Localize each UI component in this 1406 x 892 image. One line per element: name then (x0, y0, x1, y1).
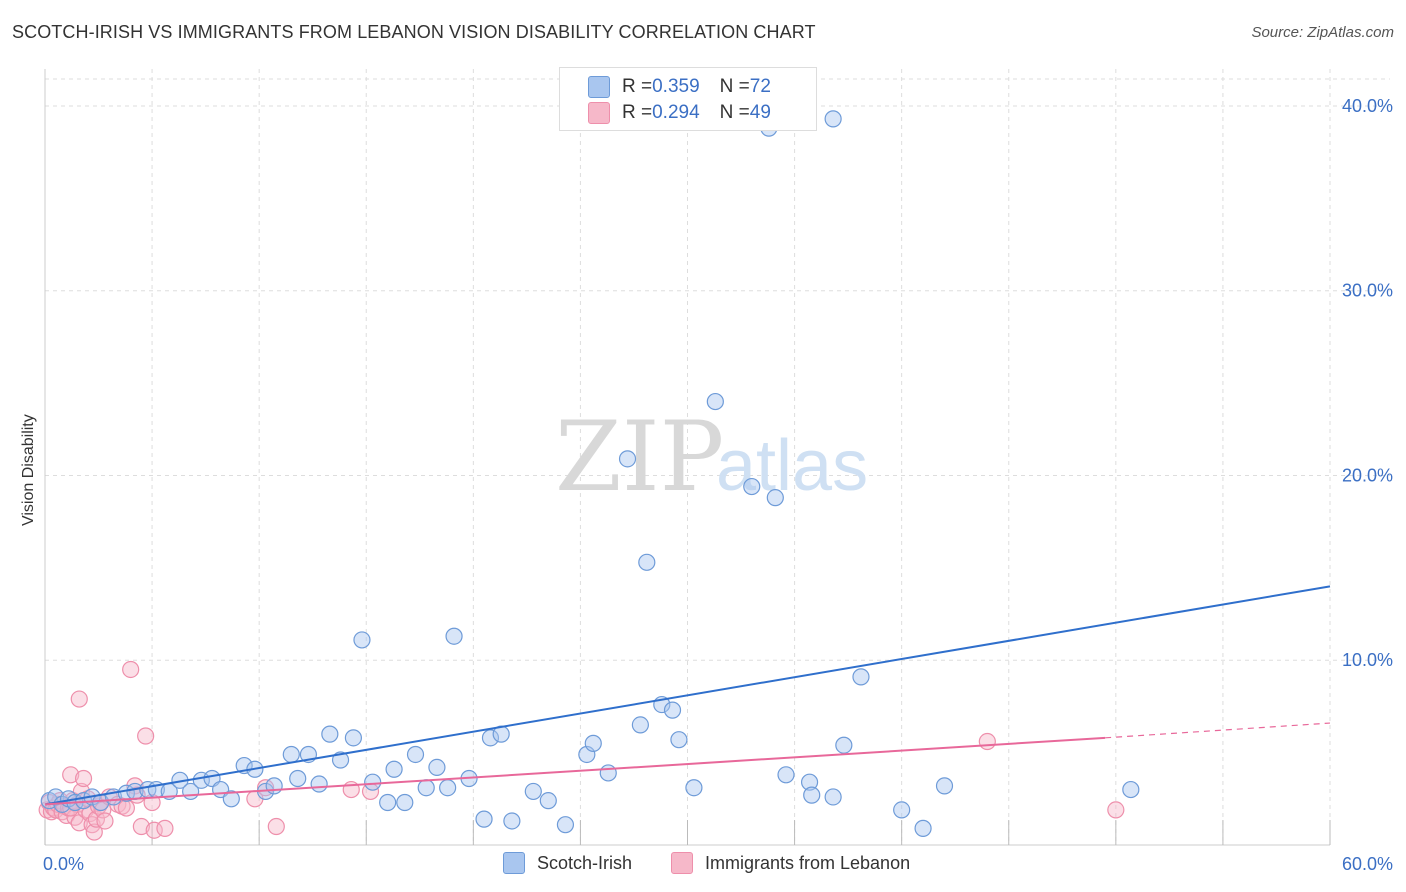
scotch-irish-point (353, 631, 371, 649)
bottom-legend-swatch-blue (503, 852, 525, 874)
watermark-zip: ZIP (555, 401, 724, 513)
y-axis-title: Vision Disability (20, 414, 37, 526)
scotch-irish-point (584, 734, 602, 752)
scotch-irish-point (852, 668, 870, 686)
lebanon-point (1107, 801, 1125, 819)
scotch-irish-point (824, 788, 842, 806)
scotch-irish-point (289, 769, 307, 788)
scotch-irish-point (445, 627, 463, 645)
lebanon-point (145, 821, 163, 839)
legend-n-label: N = (719, 102, 750, 123)
lebanon-trendline (44, 736, 1106, 806)
y-tick-label: 40.0% (1342, 96, 1393, 116)
scotch-irish-point (777, 766, 795, 784)
scotch-irish-point (364, 773, 382, 791)
scotch-irish-point (321, 725, 339, 743)
lebanon-point (85, 823, 103, 841)
scotch-irish-point (344, 729, 362, 747)
legend-r-label: R = (622, 102, 653, 123)
scotch-irish-point (618, 450, 637, 468)
bottom-legend-label: Immigrants from Lebanon (705, 852, 911, 873)
scotch-irish-point (439, 779, 457, 797)
lebanon-point (122, 660, 140, 679)
scotch-irish-point (539, 792, 557, 810)
y-tick-label: 30.0% (1342, 281, 1393, 301)
lebanon-point (267, 817, 285, 836)
lebanon-point (137, 727, 155, 745)
scotch-irish-point (310, 775, 328, 793)
scotch-irish-point (835, 736, 853, 754)
scotch-irish-point (282, 745, 300, 764)
lebanon-point (117, 799, 135, 817)
scotch-irish-point (800, 773, 819, 791)
bottom-legend-lebanon: Immigrants from Lebanon (671, 852, 910, 874)
scotch-irish-point (475, 810, 493, 828)
scotch-irish-point (379, 793, 397, 812)
scotch-irish-point (893, 801, 911, 819)
scotch-irish-point (524, 782, 542, 801)
legend-r-value: 0.294 (652, 102, 700, 123)
scotch-irish-point (670, 731, 688, 749)
scotch-irish-point (222, 790, 240, 808)
scotch-irish-point (428, 758, 446, 777)
bottom-legend-swatch-pink (671, 852, 693, 874)
scotch-irish-point (481, 729, 500, 747)
axis-layer: 10.0% 20.0% 30.0% 40.0% 0.0% 60.0% (43, 69, 1393, 874)
scotch-irish-point (385, 760, 403, 778)
legend: R = 0.359 N = 72 R = 0.294 N = 49 (559, 67, 817, 131)
scotch-irish-point (331, 751, 350, 769)
scotch-irish-trendline (44, 585, 1331, 806)
legend-swatch-pink (588, 102, 610, 124)
scotch-irish-point (556, 816, 575, 834)
lebanon-point (62, 766, 80, 784)
scotch-irish-point (406, 745, 425, 764)
trend-layer (44, 585, 1331, 806)
scotch-irish-point (599, 764, 617, 782)
scotch-irish-point (396, 793, 414, 812)
legend-n-label: N = (719, 76, 750, 97)
legend-r-value: 0.359 (652, 76, 700, 97)
legend-r-label: R = (622, 76, 653, 97)
bottom-legend-scotch-irish: Scotch-Irish (503, 852, 632, 874)
lebanon-point (70, 690, 88, 708)
scotch-irish-point (631, 716, 649, 734)
lebanon-point (978, 732, 996, 751)
lebanon-point (96, 812, 114, 830)
chart-title: SCOTCH-IRISH VS IMMIGRANTS FROM LEBANON … (12, 22, 816, 42)
bottom-legend: Scotch-Irish Immigrants from Lebanon (0, 852, 1406, 876)
scotch-irish-point (706, 392, 724, 411)
scotch-irish-point (824, 110, 842, 128)
scotch-irish-point (265, 777, 283, 795)
scotch-irish-point (685, 779, 703, 797)
scotch-irish-point (935, 777, 954, 795)
lebanon-point (156, 819, 174, 837)
legend-n-value: 72 (749, 76, 771, 97)
watermark: ZIP atlas (555, 401, 868, 513)
x-tick-label-min: 0.0% (43, 854, 84, 874)
y-tick-label: 10.0% (1342, 650, 1393, 670)
legend-row-scotch-irish: R = 0.359 N = 72 (588, 74, 771, 100)
scotch-irish-point (663, 701, 682, 719)
y-tick-label: 20.0% (1342, 465, 1393, 485)
legend-n-value: 49 (749, 102, 771, 123)
source-label: Source: ZipAtlas.com (1251, 24, 1394, 41)
scotch-irish-point (743, 477, 761, 496)
scotch-irish-point (638, 553, 656, 571)
bottom-legend-label: Scotch-Irish (537, 852, 633, 873)
legend-row-lebanon: R = 0.294 N = 49 (588, 100, 771, 126)
legend-swatch-blue (588, 76, 610, 98)
scotch-irish-point (503, 812, 521, 830)
x-tick-label-max: 60.0% (1342, 854, 1393, 874)
scotch-irish-point (1122, 780, 1140, 799)
watermark-atlas: atlas (716, 426, 868, 506)
lebanon-point (132, 817, 150, 836)
scotch-irish-point (417, 779, 435, 797)
scotch-irish-point (914, 819, 932, 837)
scotch-irish-point (766, 489, 784, 507)
lebanon-point (74, 769, 93, 788)
lebanon-trendline-extension (1105, 722, 1331, 739)
scotch-irish-point (803, 786, 821, 804)
